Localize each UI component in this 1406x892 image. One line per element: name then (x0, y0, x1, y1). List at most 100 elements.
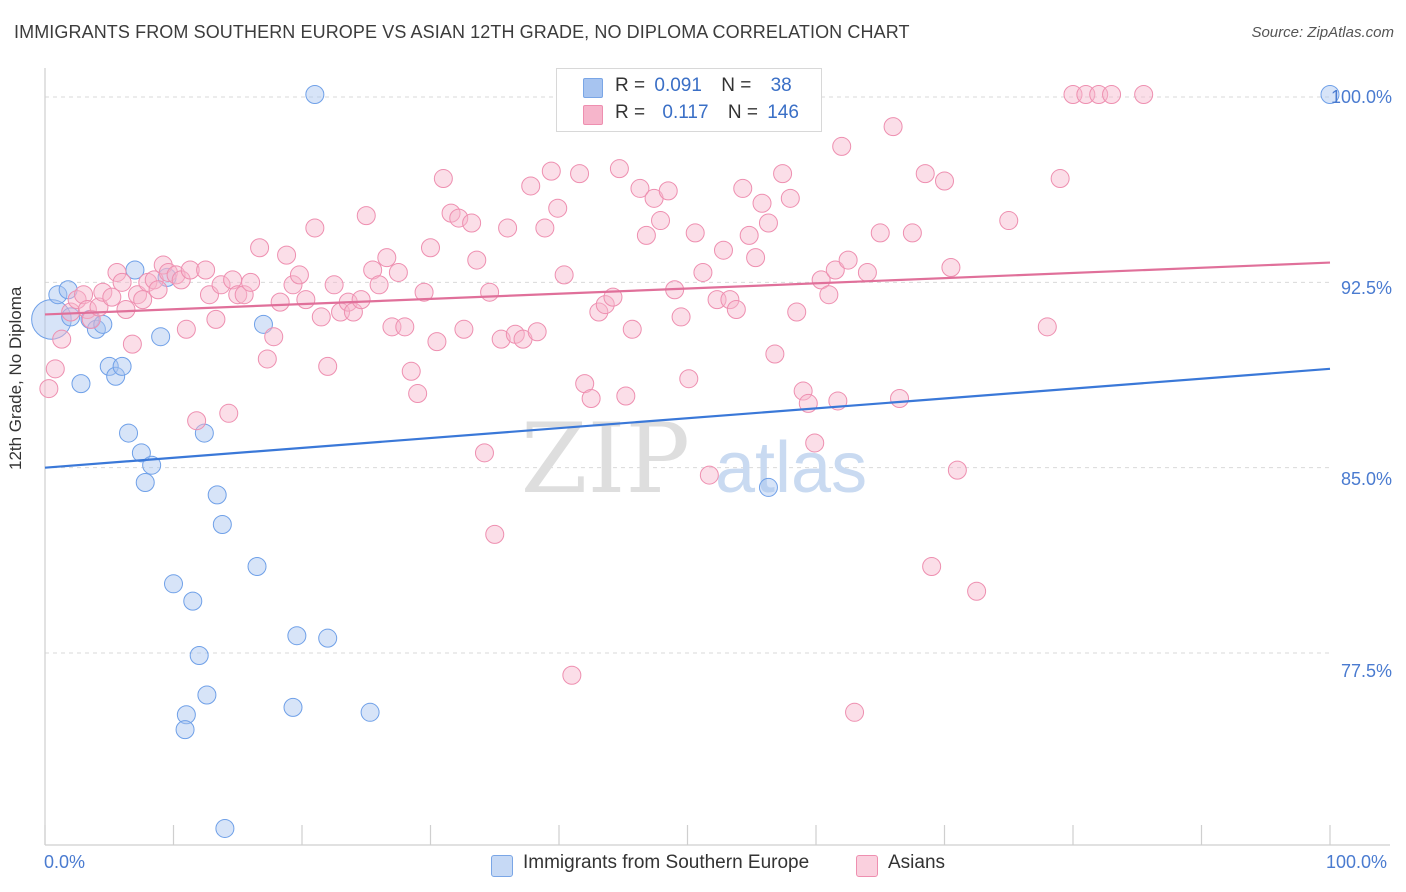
point-southern-europe[interactable] (1320, 85, 1340, 105)
point-asians[interactable] (296, 290, 316, 310)
point-southern-europe[interactable] (207, 485, 227, 505)
point-asians[interactable] (196, 260, 216, 280)
point-asians[interactable] (414, 282, 434, 302)
point-asians[interactable] (922, 557, 942, 577)
point-asians[interactable] (658, 181, 678, 201)
point-asians[interactable] (733, 178, 753, 198)
point-asians[interactable] (765, 344, 785, 364)
point-asians[interactable] (408, 384, 428, 404)
point-asians[interactable] (289, 265, 309, 285)
point-asians[interactable] (498, 218, 518, 238)
point-asians[interactable] (180, 260, 200, 280)
point-asians[interactable] (746, 248, 766, 268)
point-asians[interactable] (941, 258, 961, 278)
point-southern-europe[interactable] (112, 356, 132, 376)
point-asians[interactable] (636, 225, 656, 245)
point-asians[interactable] (67, 290, 87, 310)
point-asians[interactable] (491, 329, 511, 349)
point-asians[interactable] (388, 262, 408, 282)
point-asians[interactable] (1050, 169, 1070, 189)
point-southern-europe[interactable] (197, 685, 217, 705)
point-asians[interactable] (622, 319, 642, 339)
point-asians[interactable] (845, 702, 865, 722)
point-asians[interactable] (857, 262, 877, 282)
point-southern-europe[interactable] (318, 628, 338, 648)
point-asians[interactable] (351, 290, 371, 310)
point-asians[interactable] (581, 388, 601, 408)
point-southern-europe[interactable] (164, 574, 183, 594)
point-asians[interactable] (270, 292, 290, 312)
point-southern-europe[interactable] (253, 314, 273, 334)
point-southern-europe[interactable] (194, 423, 214, 443)
point-southern-europe[interactable] (212, 515, 232, 535)
point-southern-europe[interactable] (175, 720, 195, 740)
point-asians[interactable] (311, 307, 331, 327)
point-asians[interactable] (616, 386, 636, 406)
point-asians[interactable] (832, 136, 852, 156)
point-asians[interactable] (720, 290, 740, 310)
point-asians[interactable] (401, 361, 421, 381)
point-asians[interactable] (752, 193, 772, 213)
point-asians[interactable] (39, 379, 59, 399)
point-asians[interactable] (318, 356, 338, 376)
point-asians[interactable] (206, 309, 226, 329)
point-asians[interactable] (935, 171, 954, 191)
point-asians[interactable] (693, 262, 713, 282)
point-asians[interactable] (122, 334, 142, 354)
point-southern-europe[interactable] (305, 85, 325, 105)
point-asians[interactable] (283, 275, 303, 295)
point-asians[interactable] (758, 213, 778, 233)
point-asians[interactable] (883, 117, 903, 137)
point-asians[interactable] (679, 369, 699, 389)
point-asians[interactable] (805, 433, 825, 453)
point-asians[interactable] (902, 223, 922, 243)
point-asians[interactable] (485, 524, 505, 544)
point-asians[interactable] (671, 307, 691, 327)
point-asians[interactable] (819, 285, 839, 305)
point-asians[interactable] (102, 287, 122, 307)
point-asians[interactable] (187, 411, 207, 431)
point-southern-europe[interactable] (106, 366, 126, 386)
point-asians[interactable] (570, 164, 590, 184)
point-asians[interactable] (74, 285, 94, 305)
point-asians[interactable] (999, 211, 1019, 231)
point-southern-europe[interactable] (176, 705, 196, 725)
point-southern-europe[interactable] (135, 472, 155, 492)
point-asians[interactable] (780, 188, 800, 208)
point-southern-europe[interactable] (283, 697, 303, 717)
point-asians[interactable] (107, 262, 127, 282)
point-southern-europe[interactable] (86, 319, 106, 339)
point-southern-europe[interactable] (151, 327, 171, 347)
point-asians[interactable] (433, 169, 453, 189)
point-asians[interactable] (228, 285, 248, 305)
point-southern-europe[interactable] (215, 818, 235, 838)
point-asians[interactable] (421, 238, 440, 258)
point-asians[interactable] (609, 159, 629, 179)
point-asians[interactable] (890, 388, 910, 408)
point-asians[interactable] (52, 329, 72, 349)
point-southern-europe[interactable] (758, 477, 778, 497)
point-asians[interactable] (1134, 85, 1154, 105)
point-asians[interactable] (787, 302, 807, 322)
point-asians[interactable] (685, 223, 705, 243)
point-asians[interactable] (527, 322, 547, 342)
point-asians[interactable] (462, 213, 482, 233)
point-asians[interactable] (474, 443, 494, 463)
point-asians[interactable] (726, 300, 746, 320)
point-asians[interactable] (241, 272, 261, 292)
point-asians[interactable] (651, 211, 671, 231)
point-asians[interactable] (947, 460, 967, 480)
point-asians[interactable] (870, 223, 890, 243)
point-southern-europe[interactable] (71, 374, 91, 394)
point-asians[interactable] (133, 290, 153, 310)
point-asians[interactable] (356, 206, 376, 226)
point-asians[interactable] (699, 465, 719, 485)
point-southern-europe[interactable] (287, 626, 307, 646)
point-asians[interactable] (250, 238, 270, 258)
point-southern-europe[interactable] (360, 702, 380, 722)
point-asians[interactable] (773, 164, 793, 184)
point-asians[interactable] (93, 282, 113, 302)
point-asians[interactable] (112, 272, 132, 292)
point-asians[interactable] (277, 245, 297, 265)
point-asians[interactable] (967, 581, 987, 601)
